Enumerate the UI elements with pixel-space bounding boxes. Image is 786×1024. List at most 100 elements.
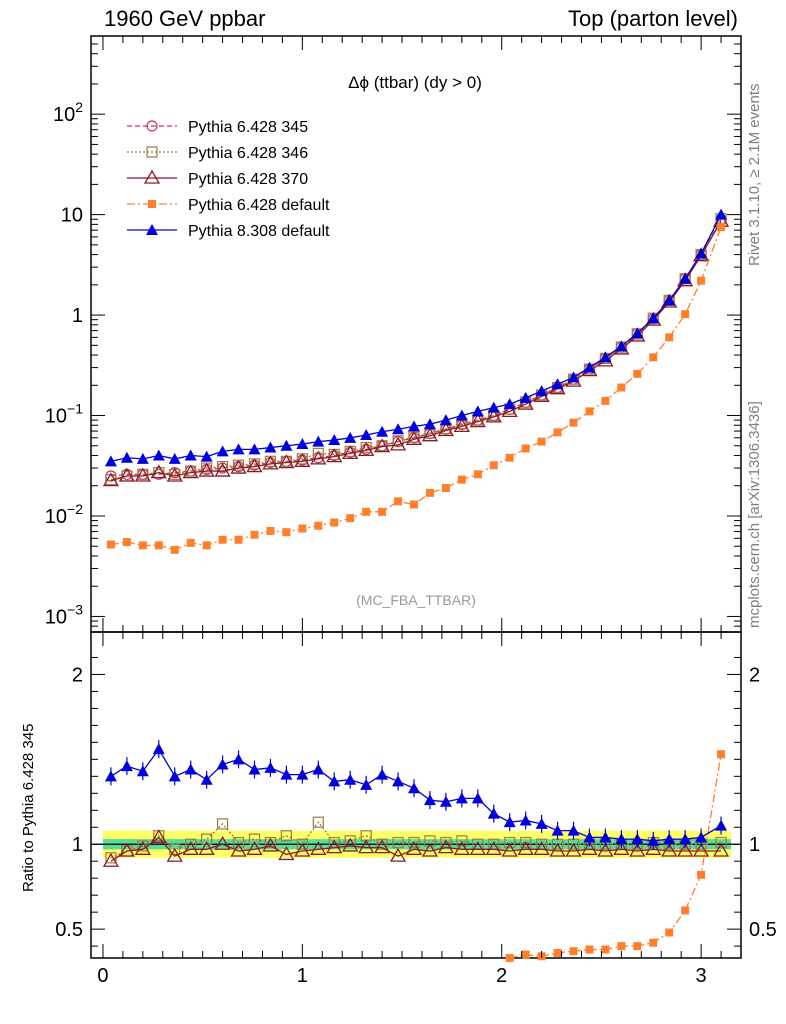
series-3-point [154, 541, 163, 550]
series-4-point [104, 770, 117, 782]
series-1-point [456, 835, 468, 847]
legend-marker [146, 120, 158, 132]
series-2-point [389, 847, 407, 862]
series-1-point [248, 833, 261, 845]
series-4-point [663, 294, 676, 306]
series-3-point [649, 353, 658, 362]
ratio-y-tick-label-right: 1 [749, 834, 760, 856]
series-4-point [200, 773, 213, 785]
x-tick-label: 2 [496, 965, 507, 987]
series-2-point [198, 841, 215, 855]
series-1-point [392, 435, 404, 447]
series-2-point [405, 841, 423, 855]
series-1-point [216, 818, 229, 830]
series-4-point [152, 449, 165, 461]
series-4-point [328, 434, 341, 446]
series-4-point [408, 420, 421, 432]
series-4-point [599, 351, 612, 363]
series-4-point [615, 340, 628, 352]
series-2-point [230, 842, 247, 857]
series-4-point [136, 765, 149, 777]
series-4-point [647, 312, 660, 324]
series-2-point [453, 418, 470, 433]
series-2-point [613, 841, 630, 855]
series-4-point [439, 414, 452, 426]
series-2-point [150, 464, 167, 479]
series-4-point [232, 753, 245, 765]
series-2-point [150, 829, 167, 844]
series-2-point [294, 842, 311, 857]
header-energy-label: 1960 GeV ppbar [104, 6, 266, 31]
series-4-point [663, 833, 676, 845]
series-3-point [585, 407, 594, 416]
series-3-point [346, 514, 355, 523]
series-3-point [234, 535, 243, 544]
series-4-point [535, 385, 548, 397]
series-3-point [665, 928, 674, 937]
series-3-point [282, 528, 291, 537]
series-4-line [110, 747, 722, 842]
series-2-point [501, 403, 518, 418]
series-2-point [565, 842, 582, 857]
series-4-point [184, 449, 197, 461]
series-4-point [248, 763, 261, 775]
series-2-point [629, 842, 646, 857]
series-4-point [344, 773, 357, 785]
legend-label: Pythia 6.428 345 [188, 119, 308, 136]
series-3-point [218, 535, 227, 544]
series-3-point [138, 541, 147, 550]
series-2-point [134, 841, 151, 855]
series-4-point [471, 405, 484, 417]
series-2-point [358, 839, 375, 854]
series-4-point [519, 391, 532, 403]
series-2-point [358, 442, 375, 457]
series-1-point [280, 830, 292, 842]
series-3-point [697, 870, 706, 879]
series-4-point [392, 423, 405, 435]
ratio-y-tick-label: 1 [72, 834, 83, 856]
series-4-point [136, 452, 149, 464]
series-4-point [647, 834, 660, 846]
series-2-point [373, 839, 391, 854]
series-2-point [549, 842, 566, 857]
series-2-point [230, 459, 247, 474]
series-3-point [457, 475, 466, 484]
series-3-point [378, 507, 387, 516]
series-3-point [681, 906, 690, 915]
series-2-point [182, 841, 199, 855]
series-1-point [296, 838, 308, 850]
series-3-point [410, 500, 419, 509]
legend-label: Pythia 6.428 default [188, 197, 330, 214]
series-2-point [214, 462, 231, 477]
ratio-panel: 0.5 0.5 1 1 2 2 0 1 2 3 [55, 631, 777, 987]
x-tick-label: 0 [97, 965, 108, 987]
series-3-point [122, 538, 131, 547]
series-2-point [278, 846, 295, 861]
series-4-point [583, 361, 596, 373]
series-1-line [110, 218, 722, 481]
y-tick-label: 10−1 [45, 401, 83, 428]
series-2-point [182, 464, 199, 479]
ratio-y-tick-label-right: 2 [749, 664, 760, 686]
series-4-point [583, 831, 596, 843]
analysis-watermark: (MC_FBA_TTBAR) [356, 592, 476, 608]
series-3-point [298, 524, 307, 533]
series-3-point [505, 954, 514, 962]
series-1-point [520, 836, 532, 849]
series-4-point [567, 371, 580, 383]
series-4-point [280, 439, 293, 451]
series-4-point [168, 452, 181, 464]
series-4-point [376, 768, 389, 780]
series-2-point [326, 839, 343, 854]
series-2-point [517, 841, 534, 855]
series-2-point [501, 842, 518, 857]
series-3-point [569, 947, 578, 956]
series-2-line [110, 836, 722, 862]
series-1-point [715, 836, 727, 849]
series-1-point [504, 836, 516, 849]
series-4-point [503, 816, 516, 828]
series-4-point [344, 431, 357, 443]
series-3-point [314, 521, 323, 530]
series-3-point [681, 310, 690, 319]
